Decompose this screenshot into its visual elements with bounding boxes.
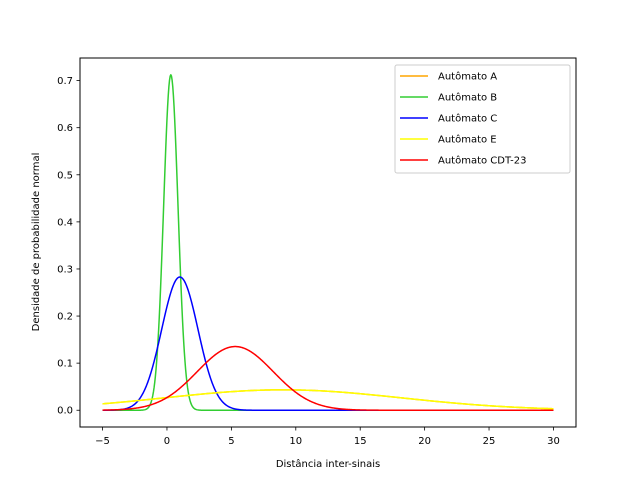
series-lines — [102, 74, 554, 411]
y-axis-label: Densidade de probabilidade normal — [31, 153, 42, 332]
legend-label: Autômato CDT-23 — [438, 155, 527, 167]
legend-label: Autômato A — [438, 71, 497, 83]
plot-frame — [79, 57, 577, 428]
legend: Autômato A Autômato B Autômato C Autômato E… — [394, 64, 571, 174]
x-tick-label: 20 — [418, 436, 431, 447]
legend-label: Autômato C — [438, 113, 497, 125]
series-line-4 — [102, 345, 554, 411]
x-axis: −5 0 5 10 15 20 25 30 — [95, 427, 560, 447]
y-tick-label: 0.2 — [57, 312, 73, 323]
x-tick-label: 25 — [483, 436, 496, 447]
x-tick-label: 0 — [164, 436, 170, 447]
x-tick-label: 10 — [289, 436, 302, 447]
legend-box — [394, 64, 571, 174]
series-line-3 — [102, 389, 554, 410]
x-tick-label: 30 — [547, 436, 560, 447]
y-tick-label: 0.0 — [57, 406, 73, 417]
y-axis: 0.0 0.1 0.2 0.3 0.4 0.5 0.6 0.7 — [57, 76, 80, 417]
y-tick-label: 0.3 — [57, 264, 73, 275]
x-tick-label: −5 — [95, 436, 110, 447]
y-tick-label: 0.4 — [57, 217, 73, 228]
x-axis-label: Distância inter-sinais — [276, 458, 380, 470]
x-tick-label: 15 — [354, 436, 367, 447]
y-tick-label: 0.6 — [57, 123, 73, 134]
y-tick-label: 0.1 — [57, 359, 73, 370]
x-tick-label: 5 — [228, 436, 234, 447]
legend-label: Autômato E — [438, 134, 497, 146]
y-tick-label: 0.7 — [57, 76, 73, 87]
y-tick-label: 0.5 — [57, 170, 73, 181]
legend-label: Autômato B — [438, 92, 497, 104]
